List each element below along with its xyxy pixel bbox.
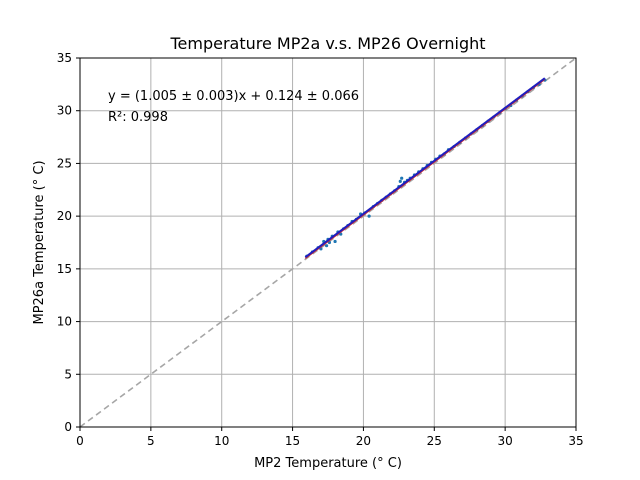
x-tick-label: 30 bbox=[498, 434, 513, 448]
y-tick-label: 5 bbox=[64, 367, 72, 381]
r-squared-annotation: R²: 0.998 bbox=[108, 110, 168, 125]
chart-title: Temperature MP2a v.s. MP26 Overnight bbox=[169, 34, 485, 53]
reference-line bbox=[79, 57, 577, 428]
y-tick-label: 20 bbox=[57, 209, 72, 223]
x-tick-label: 25 bbox=[427, 434, 442, 448]
data-point bbox=[400, 176, 404, 180]
y-tick-label: 35 bbox=[57, 51, 72, 65]
x-tick-label: 5 bbox=[147, 434, 155, 448]
x-tick-label: 0 bbox=[76, 434, 84, 448]
y-tick-label: 25 bbox=[57, 156, 72, 170]
fit-line bbox=[304, 77, 546, 259]
y-tick-label: 15 bbox=[57, 262, 72, 276]
data-point bbox=[367, 214, 371, 218]
data-point bbox=[398, 179, 402, 183]
fit-equation-annotation: y = (1.005 ± 0.003)x + 0.124 ± 0.066 bbox=[108, 89, 359, 104]
fit-line-layer bbox=[304, 77, 546, 259]
x-axis-label: MP2 Temperature (° C) bbox=[254, 456, 402, 471]
y-axis-label: MP26a Temperature (° C) bbox=[32, 160, 47, 324]
y-tick-label: 0 bbox=[64, 420, 72, 434]
x-tick-label: 10 bbox=[214, 434, 229, 448]
grid bbox=[79, 57, 577, 428]
x-tick-label: 15 bbox=[285, 434, 300, 448]
y-tick-label: 10 bbox=[57, 315, 72, 329]
x-tick-label: 35 bbox=[568, 434, 583, 448]
axis-ticks: 0 5 10 15 20 25 30 35 0 5 10 15 20 25 30 35 bbox=[57, 51, 584, 448]
y-tick-label: 30 bbox=[57, 104, 72, 118]
plot-frame bbox=[79, 57, 577, 428]
x-tick-label: 20 bbox=[356, 434, 371, 448]
data-point bbox=[324, 244, 329, 248]
data-point bbox=[333, 239, 337, 244]
reference-line-layer bbox=[79, 57, 577, 428]
